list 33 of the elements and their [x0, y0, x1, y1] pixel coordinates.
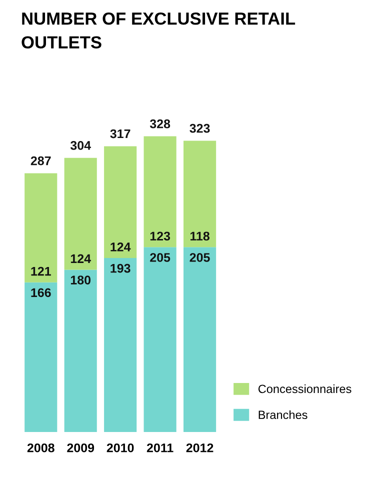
bar — [144, 247, 176, 432]
bar — [24, 282, 58, 432]
bar — [64, 158, 97, 270]
bar — [64, 270, 97, 432]
x-tick-label: 2009 — [67, 443, 94, 452]
data-label: 205 — [190, 253, 210, 262]
bar — [144, 136, 176, 248]
bar — [104, 258, 137, 432]
total-label: 304 — [70, 141, 91, 150]
total-label: 323 — [190, 124, 210, 133]
data-label: 124 — [110, 242, 131, 252]
legend-label: Concessionnaires — [258, 384, 352, 394]
x-tick-label: 2011 — [146, 443, 174, 452]
x-tick-label: 2012 — [186, 443, 214, 452]
legend-label: Branches — [258, 410, 308, 420]
total-label: 287 — [30, 156, 51, 166]
bar — [184, 140, 216, 248]
bar — [184, 247, 216, 432]
data-label: 124 — [70, 254, 91, 263]
total-label: 328 — [150, 119, 170, 128]
data-label: 180 — [70, 276, 91, 284]
data-label: 121 — [31, 266, 51, 276]
x-tick-label: 2008 — [27, 443, 54, 452]
x-tick-label: 2010 — [106, 443, 134, 452]
data-label: 166 — [31, 288, 51, 298]
data-label: 205 — [150, 253, 170, 262]
total-label: 317 — [110, 129, 130, 138]
data-label: 118 — [190, 232, 210, 241]
bar — [24, 173, 58, 282]
data-label: 123 — [150, 232, 170, 241]
bar — [104, 146, 137, 258]
data-label: 193 — [110, 264, 130, 273]
chart-title: NUMBER OF EXCLUSIVE RETAIL OUTLETS — [22, 12, 296, 48]
